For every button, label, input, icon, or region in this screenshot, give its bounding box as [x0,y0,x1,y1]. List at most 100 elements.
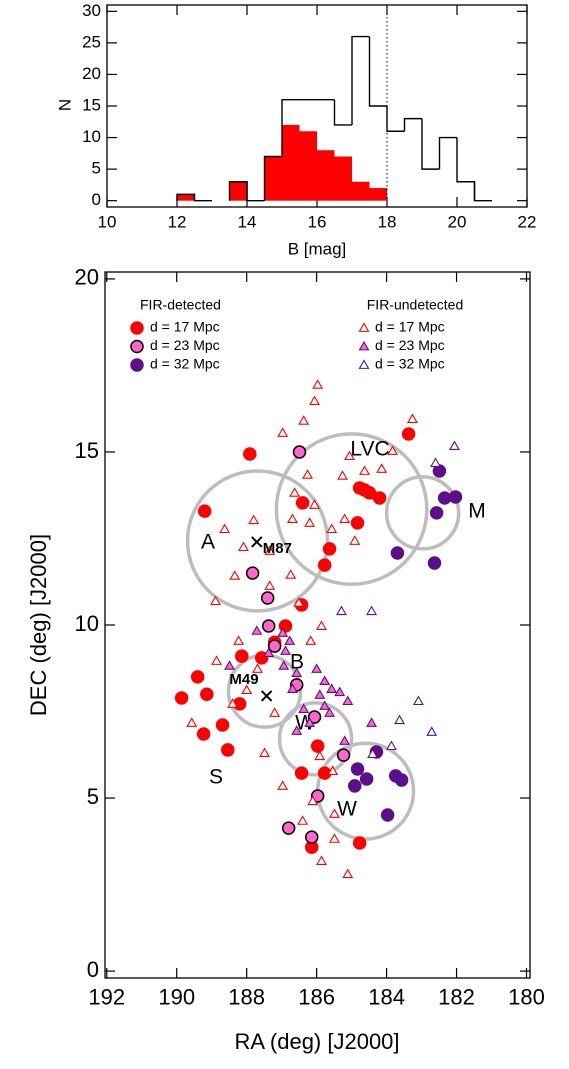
point [339,735,351,745]
region-label: B [290,651,304,674]
histogram-bar [282,124,300,201]
point [314,750,326,761]
point [312,379,324,389]
histogram-bar [299,131,317,201]
point [319,700,331,710]
y-tick-label: 0 [92,190,101,209]
histogram-bar [264,156,282,201]
cross-marker [251,536,263,548]
point [215,718,230,732]
legend-label: d = 23 Mpc [150,337,220,353]
point [334,686,346,697]
point [359,465,370,475]
point [342,695,354,706]
point [245,566,260,580]
region-circle [274,432,429,587]
histogram-outline [386,106,405,132]
point [297,815,309,825]
point [359,772,374,786]
point [429,506,444,520]
point [235,649,249,663]
point [278,660,290,670]
x-tick-label: 16 [308,213,327,232]
point [233,635,245,645]
point [241,684,253,694]
point [394,773,409,787]
x-tick-label: 14 [238,213,257,232]
marker-label: M49 [229,671,258,688]
region-circle [185,469,330,613]
point [387,445,398,455]
point [186,717,198,727]
point [277,427,289,437]
x-tick-label: 180 [508,985,545,1010]
y-tick-label: 15 [82,95,101,114]
point [324,707,336,717]
region-label: M [468,500,486,523]
x-tick-label: 192 [88,985,125,1010]
point [448,440,460,451]
point [316,620,327,630]
point [366,605,377,616]
point [309,395,320,406]
point [380,808,395,822]
point [348,779,362,793]
histogram-bar [317,150,335,201]
point [221,743,235,757]
histogram-bar [177,194,195,201]
legend-label: d = 23 Mpc [375,337,445,353]
region-label: W [337,798,357,821]
y-tick-label: 30 [82,1,101,20]
point [224,660,235,670]
point [264,580,276,590]
point [327,765,339,775]
point [349,535,361,545]
point [386,740,397,751]
histogram-outline [246,181,265,202]
point [289,487,301,497]
x-tick-label: 10 [98,213,117,232]
region-label: S [209,766,223,789]
point [285,569,297,579]
point [352,836,367,850]
point [211,655,223,665]
histogram-outline [456,137,476,201]
y-tick-label: 10 [82,127,101,146]
point [319,675,331,685]
x-tick-label: 20 [448,213,467,232]
point [302,469,313,479]
histogram-bar [334,156,352,201]
point [372,491,387,505]
histogram-outline [263,155,282,201]
point [280,645,291,655]
legend-label: d = 17 Mpc [375,319,445,335]
point [190,670,205,684]
point [311,663,323,673]
point [326,523,338,534]
point [252,663,263,673]
point [307,795,319,806]
histogram-outline [421,118,440,170]
point [367,748,379,759]
point [219,523,231,534]
histogram-outline [281,98,300,157]
point [329,833,340,843]
point [238,541,249,552]
point [350,762,365,776]
histogram-outline [403,117,422,132]
point [426,726,438,736]
legend-marker [130,339,144,354]
point [401,427,416,441]
region-circle [277,701,354,777]
legend-title: FIR-detected [140,297,221,313]
point [260,591,275,605]
point [200,687,214,701]
point [344,450,355,461]
histogram-bar [352,181,370,201]
point [390,546,405,560]
point [251,625,263,635]
point [277,627,289,637]
point [307,710,322,724]
point [304,517,316,527]
